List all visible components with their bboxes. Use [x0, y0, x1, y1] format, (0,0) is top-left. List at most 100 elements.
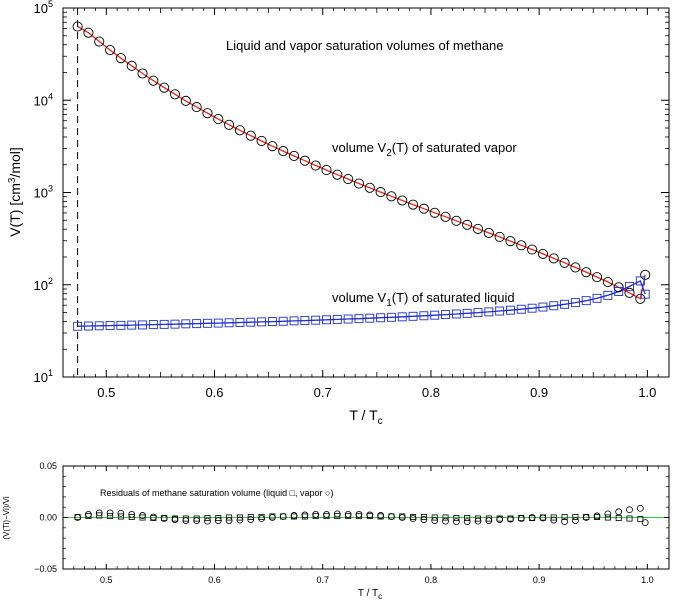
- vapor-residual-point: [323, 511, 330, 518]
- liquid-point: [451, 309, 461, 319]
- liquid-point: [538, 302, 548, 312]
- vapor-residual-point: [247, 516, 255, 523]
- y-tick-label: 105: [34, 0, 53, 16]
- vapor-point: [440, 211, 451, 222]
- vapor-residual-point: [398, 514, 406, 521]
- vapor-point: [375, 187, 386, 198]
- x-tick-label: 0.6: [205, 385, 223, 400]
- x-tick-label: 0.8: [422, 385, 440, 400]
- vapor-point: [640, 269, 651, 280]
- vapor-point: [288, 150, 300, 162]
- vapor-residual-point: [409, 515, 417, 522]
- vapor-residual-point: [528, 514, 536, 521]
- vapor-point: [559, 257, 570, 268]
- liquid-residual-point: [626, 515, 633, 522]
- liquid-point: [419, 311, 429, 321]
- vapor-residual-point: [517, 515, 525, 522]
- liquid-residual-point: [550, 514, 557, 521]
- vapor-residual-point: [641, 519, 649, 527]
- liquid-residual-point: [561, 513, 568, 520]
- liquid-point: [603, 290, 613, 300]
- liquid-point: [506, 305, 515, 315]
- y-tick-label: 101: [34, 368, 53, 385]
- liquid-point: [408, 311, 418, 321]
- vapor-point: [613, 282, 624, 293]
- liquid-residual-point: [475, 515, 482, 522]
- residual-chart-title: Residuals of methane saturation volume (…: [100, 488, 334, 498]
- vapor-residual-point: [550, 516, 558, 524]
- liquid-point: [159, 319, 169, 329]
- vapor-point: [537, 248, 548, 259]
- liquid-residual-point: [604, 514, 611, 521]
- vapor-point: [191, 102, 202, 113]
- vapor-point: [137, 68, 148, 79]
- vapor-point: [635, 293, 646, 304]
- liquid-point: [73, 321, 83, 331]
- vapor-point: [472, 223, 484, 234]
- res-x-tick-label: 0.7: [316, 575, 329, 585]
- liquid-point: [116, 320, 126, 330]
- liquid-residual-point: [226, 514, 233, 521]
- liquid-point: [181, 319, 191, 329]
- vapor-point: [418, 203, 429, 214]
- residual-y-axis-label: (V(Ti)−Vi)/Vi: [2, 496, 11, 539]
- res-x-tick-label: 0.6: [208, 575, 221, 585]
- vapor-point: [94, 36, 105, 47]
- liquid-point: [94, 321, 104, 331]
- vapor-point: [115, 53, 126, 64]
- vapor-residual-point: [615, 508, 623, 516]
- liquid-point: [138, 320, 147, 330]
- vapor-residual-point: [452, 518, 460, 526]
- main-chart-title: Liquid and vapor saturation volumes of m…: [226, 38, 504, 53]
- vapor-residual-point: [442, 517, 449, 525]
- vapor-point: [548, 253, 559, 264]
- vapor-residual-point: [258, 515, 265, 522]
- main-y-axis-label: V(T) [cm3/mol]: [7, 147, 23, 237]
- liquid-point: [516, 304, 526, 314]
- vapor-residual-point: [214, 517, 222, 524]
- vapor-residual-point: [507, 515, 514, 523]
- liquid-point: [549, 301, 559, 311]
- vapor-residual-point: [626, 506, 633, 514]
- liquid-point: [473, 308, 483, 318]
- liquid-point: [300, 316, 310, 326]
- vapor-residual-point: [290, 512, 298, 519]
- liquid-point: [170, 319, 180, 329]
- vapor-residual-point: [193, 517, 201, 524]
- vapor-point: [408, 199, 419, 210]
- vapor-point: [516, 240, 527, 251]
- liquid-point: [257, 317, 267, 327]
- vapor-residual-point: [571, 517, 579, 524]
- x-tick-label: 1.0: [638, 385, 656, 400]
- liquid-point: [484, 307, 494, 317]
- liquid-point: [376, 313, 386, 323]
- vapor-residual-point: [312, 511, 320, 518]
- vapor-residual-point: [182, 517, 190, 524]
- liquid-point: [278, 316, 288, 326]
- residual-markers: [74, 504, 649, 527]
- vapor-point: [83, 27, 94, 38]
- data-markers: [72, 21, 651, 331]
- residuals-chart: 0.5 0.6 0.7 0.8 0.9 1.0 0.05 0.00 −0.05 Residual…: [2, 461, 670, 601]
- liquid-point: [397, 312, 407, 322]
- liquid-point: [560, 299, 570, 309]
- main-x-axis-label: T / Tc: [349, 407, 382, 427]
- vapor-point: [527, 244, 538, 255]
- vapor-point: [310, 160, 321, 171]
- vapor-point: [148, 75, 159, 86]
- vapor-residual-point: [344, 511, 352, 518]
- vapor-point: [105, 45, 116, 56]
- vapor-fit-curve: [77, 25, 646, 300]
- res-y-tick-label: −0.05: [34, 564, 57, 574]
- liquid-residual-point: [420, 513, 427, 520]
- vapor-annotation: volume V2(T) of saturated vapor: [332, 140, 517, 159]
- res-y-tick-label: 0.00: [39, 513, 57, 523]
- vapor-point: [429, 207, 440, 218]
- vapor-residual-point: [474, 517, 482, 525]
- x-tick-label: 0.5: [97, 385, 115, 400]
- liquid-residual-point: [204, 515, 211, 522]
- liquid-residual-point: [431, 514, 438, 521]
- vapor-point: [624, 287, 635, 298]
- liquid-point: [625, 281, 634, 291]
